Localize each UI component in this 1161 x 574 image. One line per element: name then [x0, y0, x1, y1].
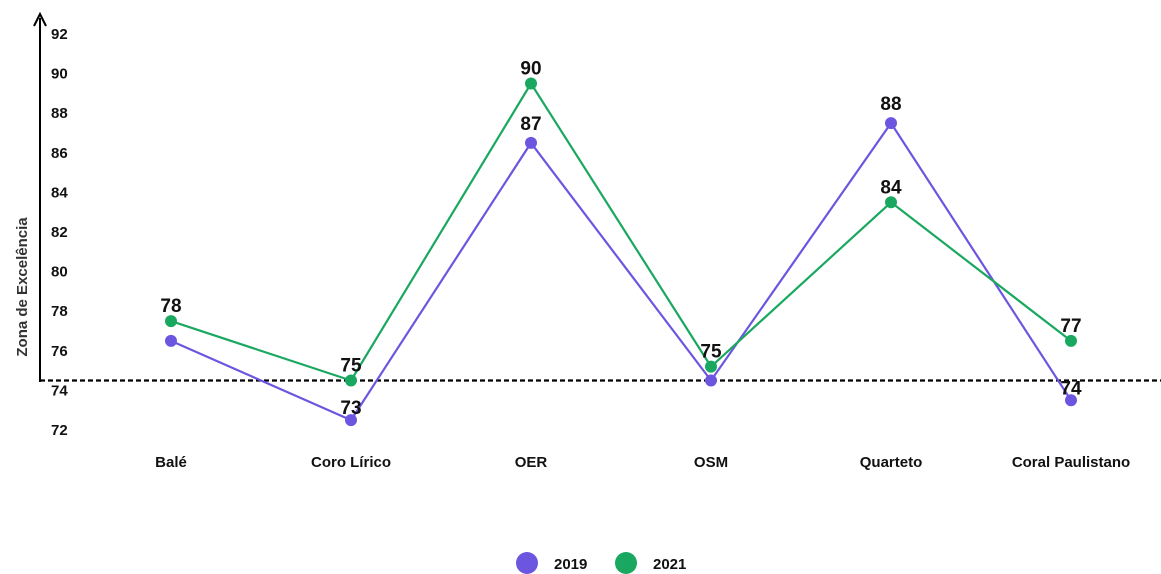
category-labels: Balé Coro Lírico OER OSM Quarteto Coral Pauli… — [155, 454, 1130, 471]
legend-marker-2021 — [615, 552, 637, 574]
y-tick-label: 84 — [51, 184, 68, 201]
data-point-2021 — [705, 360, 717, 373]
data-point-2019 — [525, 136, 537, 149]
y-tick-label: 88 — [51, 105, 68, 122]
data-label-2021: 90 — [520, 59, 541, 80]
data-label-2021: 75 — [340, 356, 362, 377]
series-line-2019 — [170, 121, 1072, 422]
y-tick-label: 86 — [51, 145, 68, 162]
series-group — [165, 77, 1077, 427]
x-category-label: Balé — [155, 454, 187, 471]
y-tick-label: 90 — [51, 66, 68, 83]
legend-marker-2019 — [516, 552, 538, 574]
data-label-2021: 75 — [700, 342, 722, 363]
data-point-2021 — [345, 374, 357, 387]
legend-label-2019: 2019 — [554, 556, 587, 573]
y-tick-label: 76 — [51, 343, 68, 360]
data-labels-group: 73 87 88 74 78 75 90 75 84 77 — [160, 59, 1082, 420]
y-tick-label: 78 — [51, 303, 68, 320]
x-category-label: Coro Lírico — [311, 454, 391, 471]
data-label-2021: 84 — [880, 177, 902, 198]
y-axis-arrow-icon — [33, 11, 47, 27]
data-point-2021 — [1065, 334, 1077, 347]
data-label-2021: 78 — [160, 296, 181, 317]
y-axis-label: Zona de Excelência — [14, 217, 31, 357]
data-point-2019 — [705, 374, 717, 387]
x-category-label: Quarteto — [860, 454, 923, 471]
x-category-label: Coral Paulistano — [1012, 454, 1130, 471]
x-category-label: OER — [515, 454, 548, 471]
data-label-2019: 87 — [520, 114, 541, 135]
y-tick-label: 82 — [51, 224, 68, 241]
data-point-2019 — [1065, 394, 1077, 407]
data-label-2021: 77 — [1060, 316, 1081, 337]
data-point-2019 — [165, 334, 177, 347]
y-tick-label: 92 — [51, 26, 68, 43]
data-point-2021 — [885, 196, 897, 209]
y-tick-label: 80 — [51, 264, 68, 281]
data-label-2019: 74 — [1060, 378, 1082, 399]
data-point-2019 — [885, 117, 897, 130]
legend: 2019 2021 — [516, 552, 686, 574]
legend-label-2021: 2021 — [653, 556, 686, 573]
data-point-2021 — [165, 315, 177, 328]
y-tick-label: 74 — [51, 382, 68, 399]
data-label-2019: 73 — [340, 398, 361, 419]
data-label-2019: 88 — [880, 94, 901, 115]
y-tick-label: 72 — [51, 422, 68, 439]
x-category-label: OSM — [694, 454, 728, 471]
series-line-2021 — [170, 82, 1072, 382]
data-point-2019 — [345, 414, 357, 427]
data-point-2021 — [525, 77, 537, 90]
y-axis: 72 74 76 78 80 82 84 86 88 90 92 — [33, 11, 68, 439]
